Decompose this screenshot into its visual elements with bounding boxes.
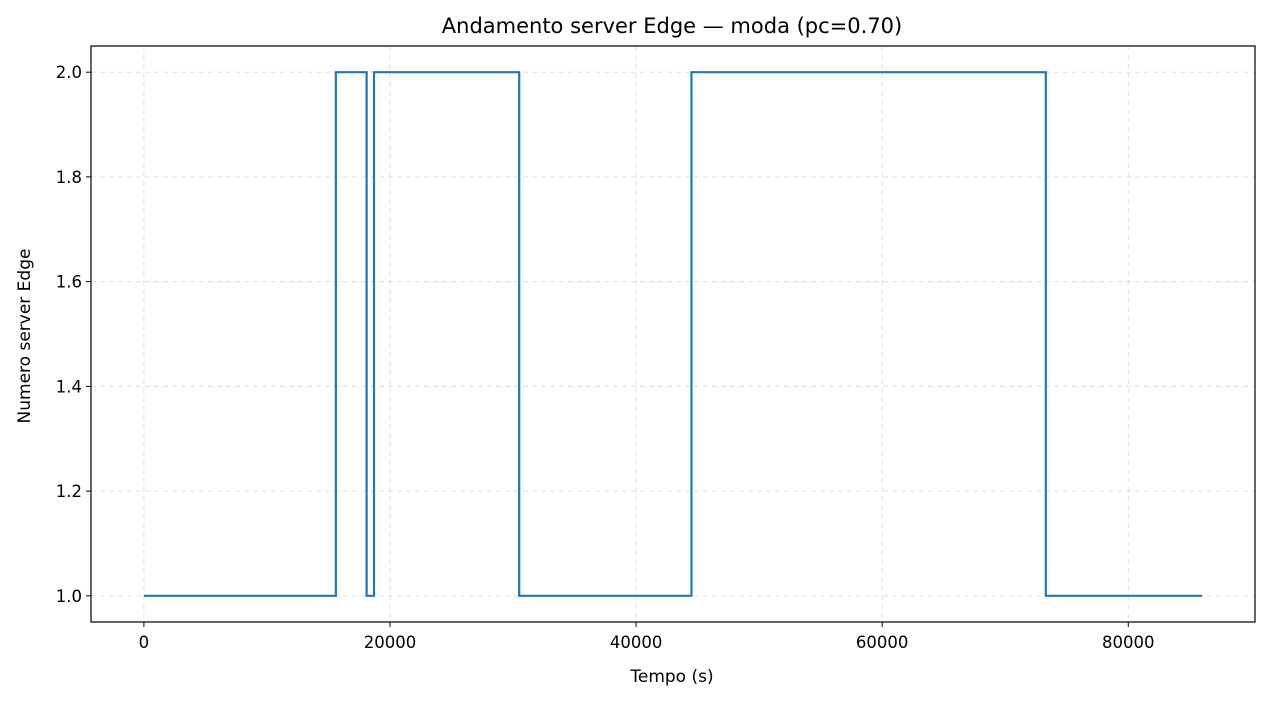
y-tick-label: 2.0 [56,63,82,82]
x-axis-label: Tempo (s) [629,667,713,687]
x-tick-label: 0 [139,633,150,652]
x-tick-label: 80000 [1102,633,1155,652]
y-tick-label: 1.0 [56,587,82,606]
y-tick-label: 1.4 [56,377,82,396]
y-axis: 1.0 1.2 1.4 1.6 1.8 2.0 [56,63,91,606]
chart-title: Andamento server Edge — moda (pc=0.70) [442,14,902,38]
x-tick-label: 20000 [364,633,417,652]
series-line [143,71,1203,597]
plot-frame [90,45,1256,623]
x-tick-label: 60000 [856,633,909,652]
y-tick-label: 1.6 [56,273,82,292]
x-tick-label: 40000 [610,633,663,652]
y-axis-label: Numero server Edge [15,249,35,424]
y-tick-label: 1.8 [56,168,82,187]
y-tick-label: 1.2 [56,482,82,501]
x-axis: 0 20000 40000 60000 80000 [139,622,1155,652]
series-layer [143,71,1203,597]
